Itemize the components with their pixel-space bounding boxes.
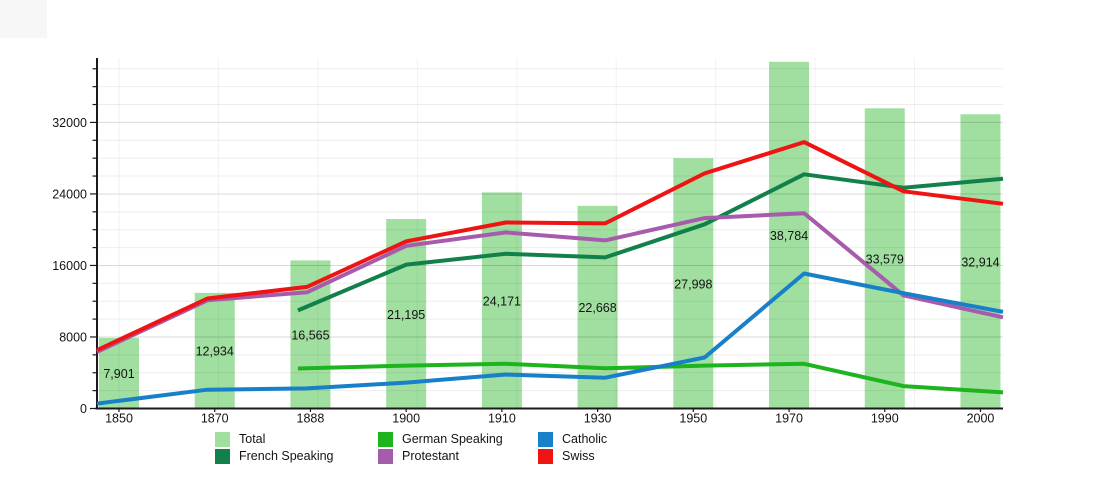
bar-total-2000 bbox=[960, 114, 1001, 409]
corner-artifact bbox=[0, 0, 47, 38]
x-tick-label: 1990 bbox=[871, 412, 899, 426]
legend-label: Total bbox=[239, 432, 266, 446]
line-catholic bbox=[96, 271, 1004, 406]
y-tick-label: 16000 bbox=[52, 259, 87, 273]
legend-item-french-speaking: French Speaking bbox=[215, 449, 334, 464]
legend-swatch bbox=[215, 432, 230, 447]
bar-value-label: 33,579 bbox=[866, 252, 904, 266]
bar-value-label: 21,195 bbox=[387, 308, 425, 322]
legend-swatch bbox=[538, 449, 553, 464]
x-tick-label: 2000 bbox=[967, 412, 995, 426]
bar-value-label: 12,934 bbox=[196, 345, 234, 359]
x-tick-label: 1850 bbox=[105, 412, 133, 426]
legend-label: French Speaking bbox=[239, 449, 334, 463]
legend-swatch bbox=[378, 432, 393, 447]
line-swiss bbox=[96, 140, 1004, 353]
legend-swatch bbox=[378, 449, 393, 464]
bar-value-label: 16,565 bbox=[291, 328, 329, 342]
bar-value-labels: 7,901 12,934 16,565 21,195 24,171 22,668 27,99… bbox=[103, 229, 999, 381]
bar-value-label: 7,901 bbox=[103, 367, 134, 381]
y-tick-label: 0 bbox=[80, 402, 87, 416]
y-tick-label: 32000 bbox=[52, 116, 87, 130]
bar-value-label: 22,668 bbox=[578, 301, 616, 315]
y-tick-label: 8000 bbox=[59, 330, 87, 344]
bar-value-label: 27,998 bbox=[674, 277, 712, 291]
legend-label: Swiss bbox=[562, 449, 595, 463]
legend-item-catholic: Catholic bbox=[538, 432, 607, 447]
legend-label: German Speaking bbox=[402, 432, 503, 446]
x-tick-label: 1900 bbox=[392, 412, 420, 426]
legend-label: Protestant bbox=[402, 449, 459, 463]
bar-value-label: 32,914 bbox=[961, 255, 999, 269]
line-french-speaking bbox=[297, 172, 1004, 313]
legend-swatch bbox=[538, 432, 553, 447]
legend-item-german-speaking: German Speaking bbox=[378, 432, 503, 447]
x-tick-label: 1950 bbox=[679, 412, 707, 426]
axes: 0 8000 16000 24000 32000 1850 1870 1888 1900 1910… bbox=[52, 58, 1003, 426]
bar-total-1910 bbox=[481, 192, 522, 409]
x-tick-label: 1970 bbox=[775, 412, 803, 426]
legend-item-protestant: Protestant bbox=[378, 449, 459, 464]
bar-value-label: 38,784 bbox=[770, 229, 808, 243]
line-german-speaking bbox=[297, 361, 1004, 395]
x-tick-label: 1910 bbox=[488, 412, 516, 426]
y-tick-label: 24000 bbox=[52, 187, 87, 201]
data-lines bbox=[96, 140, 1004, 406]
legend-item-total: Total bbox=[215, 432, 265, 447]
legend-label: Catholic bbox=[562, 432, 608, 446]
bar-total-1990 bbox=[864, 108, 905, 409]
x-tick-label: 1930 bbox=[584, 412, 612, 426]
x-tick-label: 1870 bbox=[201, 412, 229, 426]
bar-total-1970 bbox=[769, 61, 810, 409]
legend-swatch bbox=[215, 449, 230, 464]
legend-item-swiss: Swiss bbox=[538, 449, 595, 464]
bar-value-label: 24,171 bbox=[483, 294, 521, 308]
gridlines bbox=[97, 58, 1003, 409]
x-tick-label: 1888 bbox=[297, 412, 325, 426]
